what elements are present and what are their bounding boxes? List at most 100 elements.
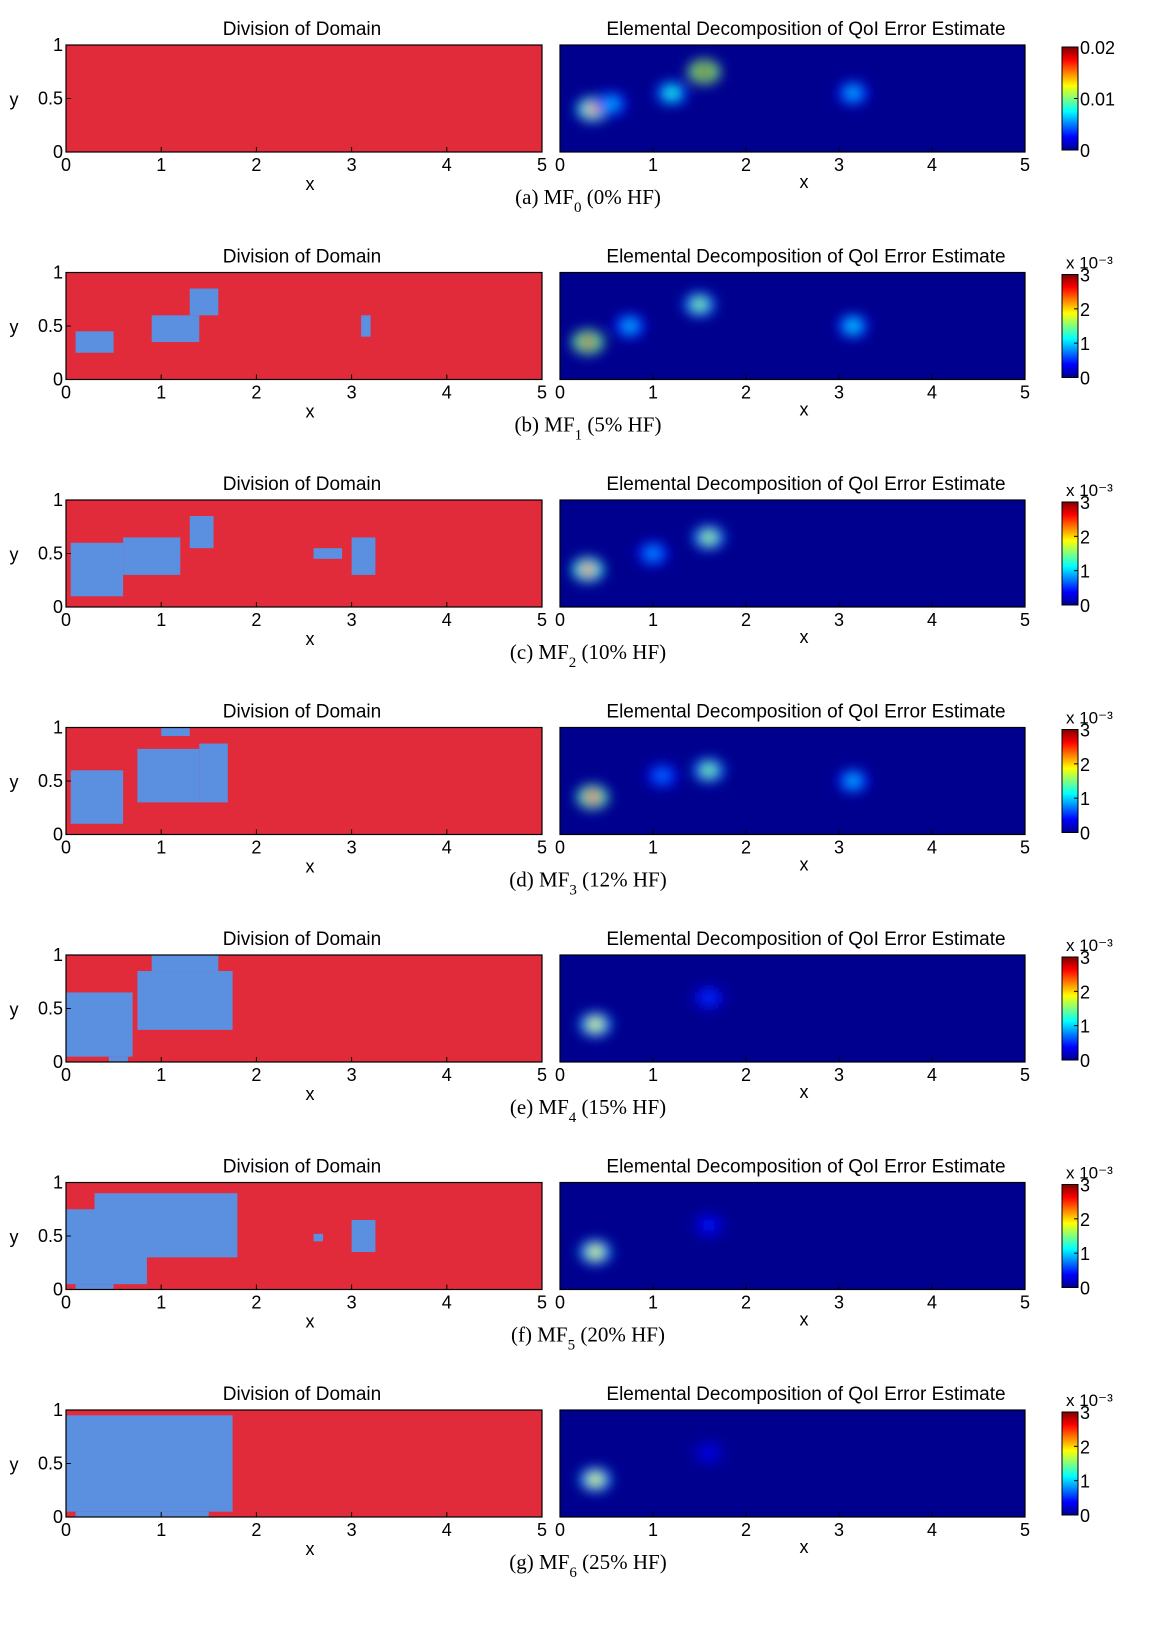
colorbar-gradient	[1061, 1184, 1079, 1288]
x-axis-label: x	[306, 174, 315, 194]
x-axis-label: x	[306, 402, 315, 422]
error-plot-title: Elemental Decomposition of QoI Error Est…	[606, 1157, 1005, 1178]
error-background	[560, 1410, 1025, 1517]
x-tick-label: 3	[834, 610, 844, 630]
y-tick-label: 1	[53, 490, 63, 510]
x-tick-label: 1	[156, 1520, 166, 1540]
error-hotspot-core	[702, 1219, 715, 1232]
error-estimate-plot: Elemental Decomposition of QoI Error Est…	[555, 929, 1113, 1102]
x-tick-label: 2	[741, 1520, 751, 1540]
x-axis-label: x	[306, 857, 315, 877]
panel-caption: (a) MF0 (0% HF)	[515, 185, 661, 216]
error-hotspot-core	[702, 991, 715, 1004]
x-axis-label: x	[306, 1539, 315, 1559]
y-tick-label: 0.5	[38, 1226, 63, 1246]
caption-suffix: (20% HF)	[575, 1323, 665, 1347]
colorbar-tick-label: 2	[1080, 300, 1090, 320]
error-plot-frame	[559, 726, 1026, 836]
division-of-domain-plot: Division of Domain 0 1 2 3 4 5 0 0.5 1 x y	[10, 19, 548, 194]
colorbar-gradient	[1061, 501, 1079, 606]
x-tick-label: 1	[648, 1520, 658, 1540]
x-tick-label: 2	[251, 838, 261, 858]
division-plot-title: Division of Domain	[223, 1384, 381, 1405]
caption-subscript: 5	[568, 1338, 576, 1354]
error-background	[560, 1182, 1025, 1290]
y-axis-label: y	[10, 1227, 19, 1247]
x-tick-label: 2	[251, 1293, 261, 1313]
caption-suffix: (12% HF)	[577, 868, 667, 892]
error-hotspot-core	[589, 1246, 602, 1259]
high-fidelity-region	[137, 748, 200, 803]
colorbar-exponent-label: x 10⁻³	[1066, 936, 1113, 955]
x-tick-label: 5	[537, 1520, 547, 1540]
high-fidelity-region	[361, 315, 371, 337]
x-tick-label: 4	[927, 155, 937, 175]
error-hotspot-core	[581, 563, 594, 576]
x-axis-label: x	[800, 1082, 809, 1102]
caption-prefix: (c) MF	[510, 640, 569, 664]
caption-subscript: 0	[574, 200, 582, 216]
colorbar-tick-label: 1	[1080, 334, 1090, 354]
x-axis-label: x	[800, 172, 809, 192]
colorbar-tick-label: 0.02	[1080, 38, 1115, 58]
x-tick-label: 0	[555, 1520, 565, 1540]
x-tick-label: 4	[927, 383, 937, 403]
colorbar-tick-label: 3	[1080, 493, 1090, 513]
division-plot-title: Division of Domain	[223, 474, 381, 495]
colorbar-tick-label: 1	[1080, 1017, 1090, 1037]
x-tick-label: 2	[251, 610, 261, 630]
error-hotspot-core	[846, 775, 859, 787]
x-tick-label: 2	[741, 838, 751, 858]
caption-prefix: (f) MF	[511, 1323, 568, 1347]
colorbar-gradient	[1061, 1411, 1079, 1516]
x-tick-label: 5	[1020, 838, 1030, 858]
high-fidelity-region	[66, 1415, 233, 1512]
x-tick-label: 0	[555, 610, 565, 630]
high-fidelity-region	[151, 315, 200, 343]
hotspot-layer	[576, 59, 869, 122]
x-tick-label: 2	[741, 155, 751, 175]
caption-prefix: (b) MF	[515, 413, 575, 437]
x-tick-label: 2	[251, 1520, 261, 1540]
y-tick-label: 0	[53, 142, 63, 162]
x-tick-label: 0	[555, 1293, 565, 1313]
panel-caption: (d) MF3 (12% HF)	[509, 868, 666, 899]
y-tick-label: 0	[53, 1280, 63, 1300]
x-tick-label: 2	[741, 1293, 751, 1313]
colorbar-tick-label: 0.01	[1080, 90, 1115, 110]
error-estimate-plot: Elemental Decomposition of QoI Error Est…	[555, 247, 1113, 420]
x-tick-label: 4	[927, 1065, 937, 1085]
error-hotspot-core	[702, 1446, 715, 1459]
error-hotspot-core	[586, 791, 599, 804]
x-tick-label: 2	[741, 1065, 751, 1085]
y-tick-label: 1	[53, 945, 63, 965]
y-tick-label: 0.5	[38, 771, 63, 791]
x-axis-label: x	[800, 1537, 809, 1557]
x-tick-label: 0	[555, 1065, 565, 1085]
division-plot-title: Division of Domain	[223, 247, 381, 268]
colorbar-exponent-label: x 10⁻³	[1066, 1391, 1113, 1410]
caption-suffix: (25% HF)	[577, 1550, 667, 1574]
high-fidelity-region	[70, 542, 124, 597]
x-tick-label: 4	[927, 838, 937, 858]
y-tick-label: 1	[53, 263, 63, 283]
y-tick-label: 0.5	[38, 89, 63, 109]
x-tick-label: 5	[1020, 1065, 1030, 1085]
x-tick-label: 1	[648, 1293, 658, 1313]
error-background	[560, 955, 1025, 1062]
y-axis-label: y	[10, 1455, 19, 1475]
division-plot-title: Division of Domain	[223, 702, 381, 723]
error-plot-frame	[559, 954, 1026, 1063]
colorbar-tick-label: 1	[1080, 1472, 1090, 1492]
error-estimate-plot: Elemental Decomposition of QoI Error Est…	[555, 1157, 1113, 1330]
caption-subscript: 2	[569, 655, 577, 671]
x-tick-label: 5	[537, 838, 547, 858]
error-background	[560, 727, 1025, 835]
colorbar-tick-label: 2	[1080, 755, 1090, 775]
division-of-domain-plot: Division of Domain 0 1 2 3 4 5 0 0.5 1 x y	[10, 702, 548, 877]
high-fidelity-region	[75, 1511, 209, 1517]
